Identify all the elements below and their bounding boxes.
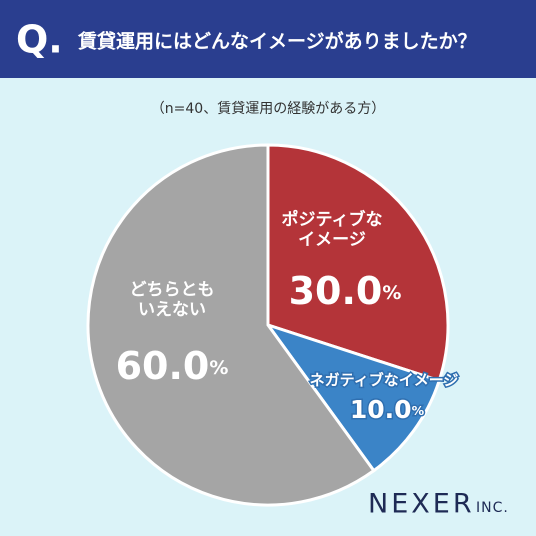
question-mark: Q.	[16, 18, 63, 62]
value-unit: %	[412, 403, 425, 418]
label-line: いえない	[138, 300, 206, 320]
brand-name: NEXER	[368, 489, 475, 520]
pie-slice	[264, 322, 442, 473]
value-number: 60.0	[116, 344, 210, 388]
slice-value: 30.0%	[289, 269, 402, 313]
header-title: 賃貸運用にはどんなイメージがありましたか？	[77, 30, 477, 53]
brand-suffix: INC.	[476, 500, 509, 516]
slice-label: どちらともいえない	[130, 280, 215, 320]
slice-value: 60.0%	[116, 344, 229, 388]
chart-subtitle: （n=40、賃貸運用の経験がある方）	[151, 101, 385, 117]
slice-value: 10.0%	[350, 395, 425, 424]
value-number: 10.0	[350, 395, 412, 424]
value-number: 30.0	[289, 269, 383, 313]
pie-slice	[86, 143, 376, 507]
slice-label: ネガティブなイメージ	[310, 371, 459, 389]
value-unit: %	[209, 357, 228, 379]
label-line: ネガティブなイメージ	[310, 371, 459, 389]
header-band	[0, 0, 536, 78]
label-line: イメージ	[298, 230, 366, 250]
pie: ポジティブなイメージ 30.0% ネガティブなイメージ 10.0% どちらともいえない 6…	[86, 143, 460, 507]
value-unit: %	[382, 282, 401, 304]
label-line: どちらとも	[130, 280, 215, 300]
label-line: ポジティブな	[282, 209, 383, 230]
slice-label: ポジティブなイメージ	[282, 209, 383, 250]
pie-slice	[266, 143, 450, 383]
